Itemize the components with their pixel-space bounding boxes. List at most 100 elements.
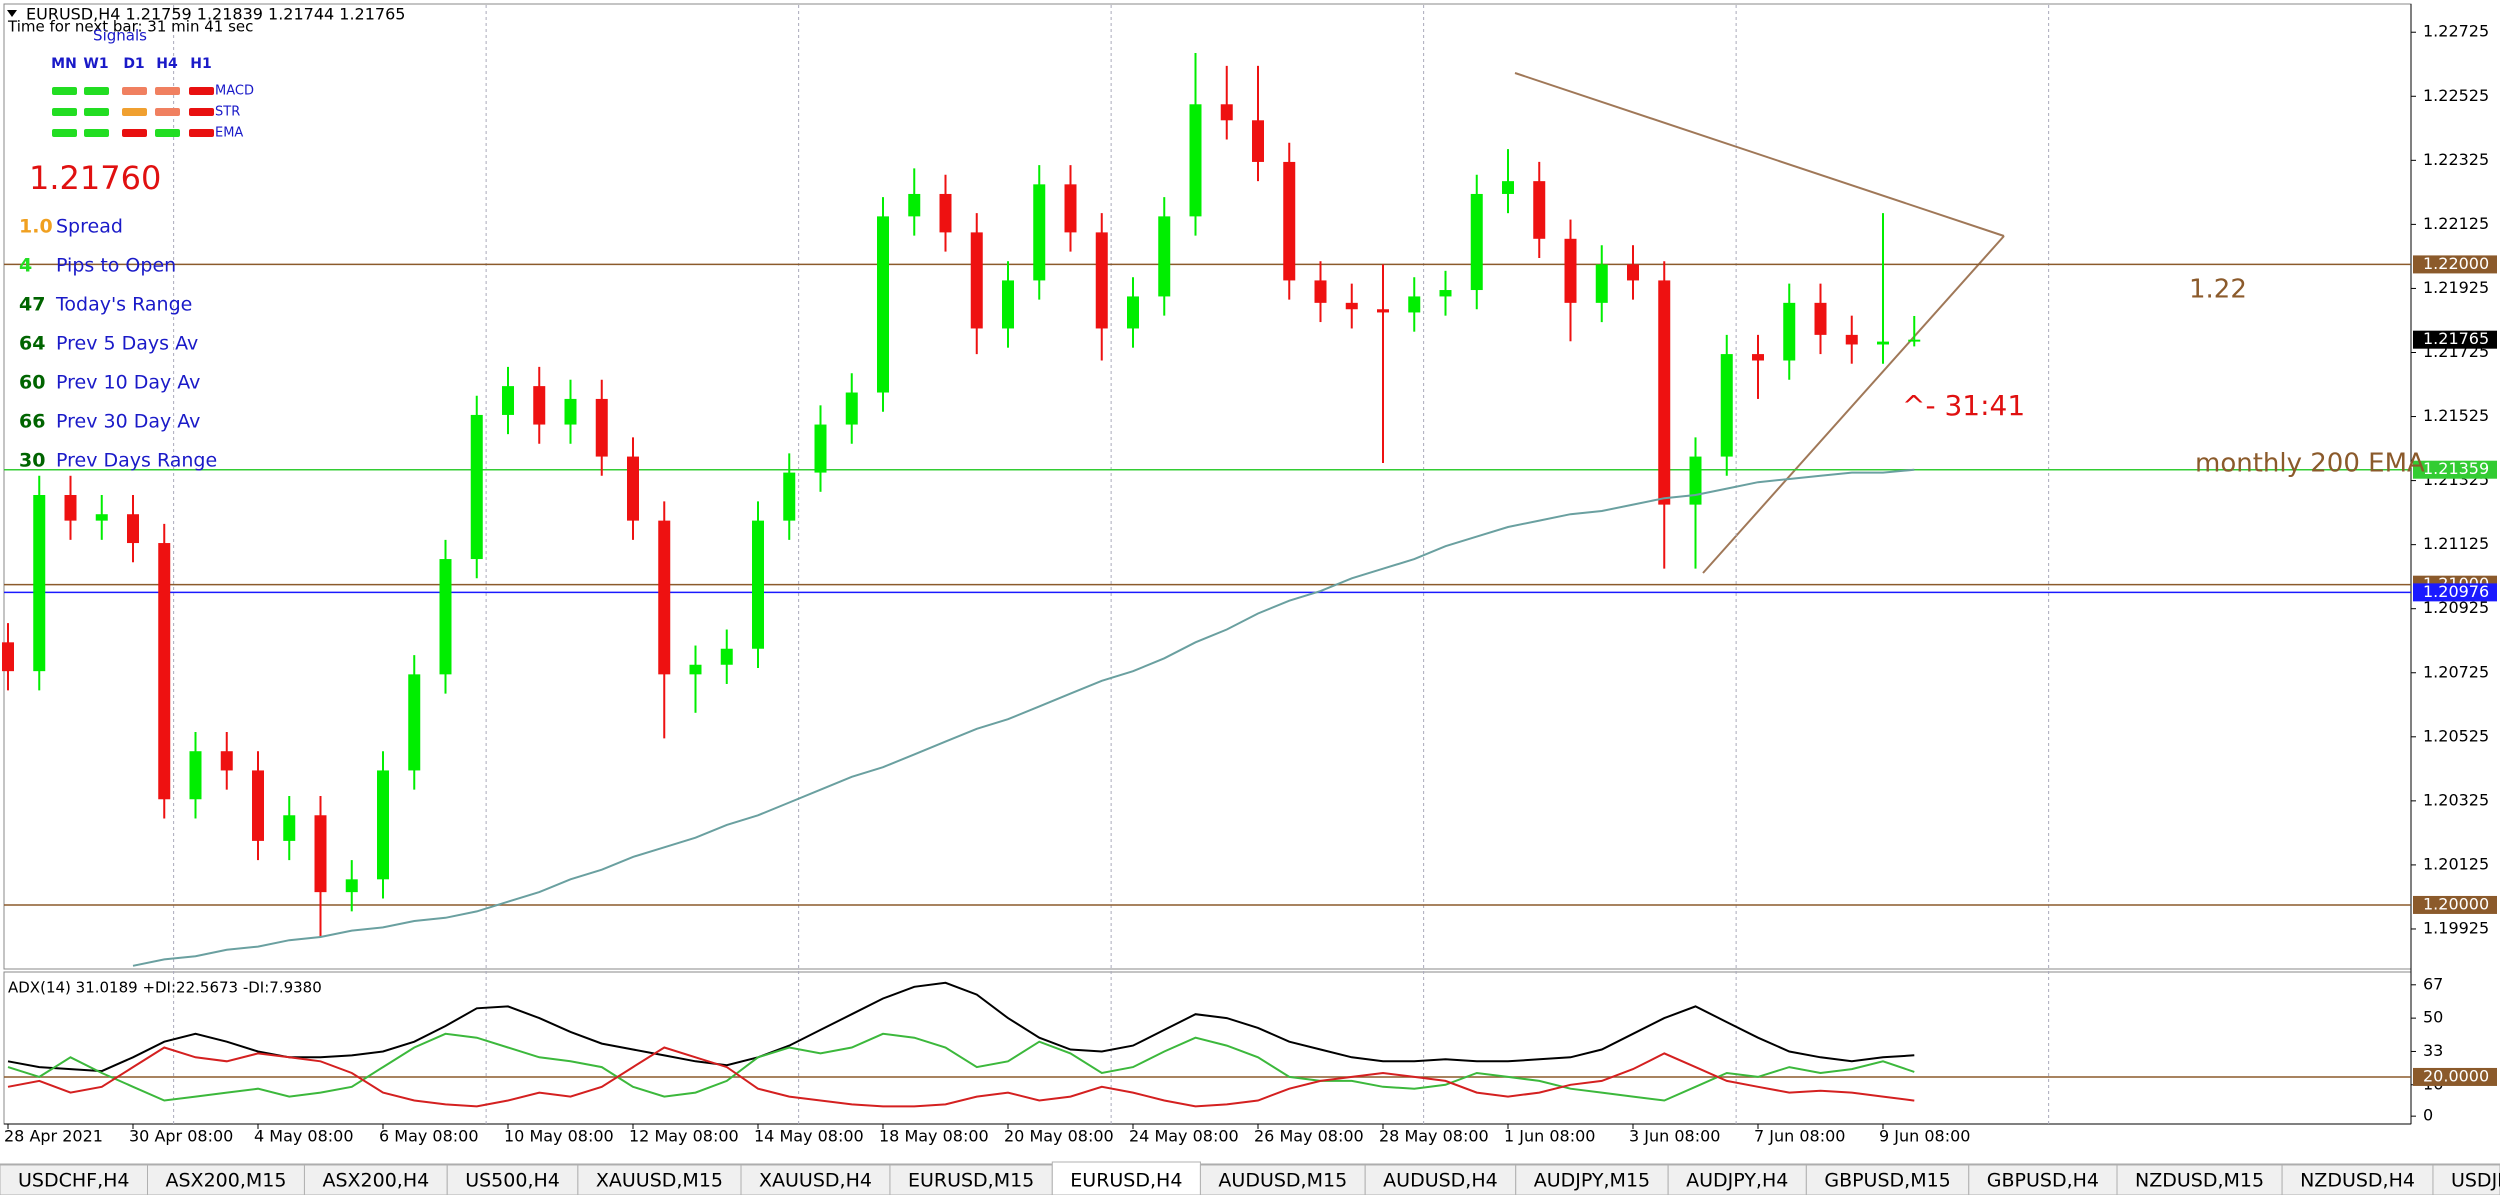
- timeframe-label: D1: [123, 56, 144, 72]
- signal-cell: [189, 87, 214, 95]
- y-tick-label: 1.22525: [2423, 86, 2489, 105]
- tab-label[interactable]: XAUUSD,H4: [759, 1170, 872, 1192]
- y-tick-label: 1.20725: [2423, 662, 2489, 681]
- candle-body: [908, 193, 921, 217]
- level-label: 1.21765: [2423, 329, 2489, 348]
- tab-label[interactable]: USDCHF,H4: [18, 1170, 130, 1192]
- tab[interactable]: [1515, 1164, 1669, 1195]
- signal-cell: [52, 129, 77, 137]
- tab-label[interactable]: ASX200,H4: [322, 1170, 429, 1192]
- level-label: 1.20976: [2423, 582, 2489, 601]
- signals-title: Signals: [93, 27, 147, 45]
- tab-label[interactable]: USDJPY,M15: [2451, 1170, 2500, 1192]
- x-tick-label: 9 Jun 08:00: [1879, 1127, 1970, 1146]
- candle-body: [502, 386, 514, 415]
- indicator-line: [7, 1046, 1915, 1108]
- tab-label[interactable]: AUDUSD,H4: [1383, 1170, 1498, 1192]
- tab[interactable]: [147, 1164, 305, 1195]
- signal-cell: [189, 108, 214, 116]
- tab-label[interactable]: ASX200,M15: [166, 1170, 287, 1192]
- tab-label[interactable]: AUDJPY,M15: [1534, 1170, 1650, 1192]
- tab-label[interactable]: XAUUSD,M15: [596, 1170, 723, 1192]
- x-tick-label: 6 May 08:00: [379, 1127, 479, 1146]
- level-label: 1.20000: [2423, 894, 2489, 913]
- tab-label[interactable]: NZDUSD,H4: [2300, 1170, 2415, 1192]
- tab-label[interactable]: EURUSD,H4: [1070, 1170, 1182, 1192]
- tab[interactable]: [1199, 1164, 1366, 1195]
- timeframe-label: H4: [156, 56, 178, 72]
- signal-cell: [155, 108, 180, 116]
- signal-cell: [52, 87, 77, 95]
- candle-body: [720, 648, 733, 665]
- indicator-label: MACD: [215, 84, 254, 99]
- candle-body: [1064, 184, 1077, 233]
- candle-body: [533, 386, 546, 425]
- y-tick-label: 1.22725: [2423, 22, 2489, 41]
- candle-body: [377, 770, 389, 880]
- signal-cell: [84, 87, 109, 95]
- tab[interactable]: [1805, 1164, 1970, 1195]
- moving-average: [132, 468, 1915, 967]
- stat-label: Prev 5 Days Av: [56, 333, 198, 355]
- stat-label: Prev 30 Day Av: [56, 411, 200, 433]
- x-tick-label: 20 May 08:00: [1004, 1127, 1114, 1146]
- signal-cell: [122, 87, 147, 95]
- candle-body: [220, 751, 233, 771]
- candle-body: [845, 392, 858, 425]
- y-tick-label: 1.21925: [2423, 278, 2489, 297]
- candle-body: [689, 664, 702, 675]
- tab-label[interactable]: AUDUSD,M15: [1218, 1170, 1347, 1192]
- tab-label[interactable]: EURUSD,M15: [908, 1170, 1034, 1192]
- candle-body: [970, 232, 983, 329]
- candle-body: [95, 514, 108, 521]
- signal-cell: [122, 108, 147, 116]
- candle-body: [1158, 216, 1171, 297]
- level-label-box: [2413, 895, 2497, 914]
- candle-body: [1595, 264, 1608, 303]
- stat-label: Prev 10 Day Av: [56, 372, 200, 394]
- level-label-box: [2413, 330, 2497, 349]
- candle-body: [1502, 181, 1514, 194]
- tab[interactable]: [303, 1164, 448, 1195]
- x-tick-label: 18 May 08:00: [879, 1127, 989, 1146]
- tab[interactable]: [1051, 1161, 1201, 1195]
- stat-value: 47: [19, 294, 45, 316]
- indicator-label: EMA: [215, 126, 243, 141]
- stat-value: 60: [19, 372, 45, 394]
- indicator-line: [7, 981, 1915, 1073]
- candle-body: [189, 751, 202, 800]
- tab-label[interactable]: AUDJPY,H4: [1686, 1170, 1788, 1192]
- candle-body: [1720, 354, 1733, 457]
- tab[interactable]: [2432, 1164, 2500, 1195]
- candle-body: [1408, 296, 1421, 313]
- tab[interactable]: [2116, 1164, 2283, 1195]
- stat-value: 1.0: [19, 216, 53, 238]
- signal-cell: [189, 129, 214, 137]
- tab[interactable]: [889, 1164, 1053, 1195]
- tab-label[interactable]: NZDUSD,M15: [2135, 1170, 2264, 1192]
- tab[interactable]: [1667, 1164, 1807, 1195]
- level-label-box: [2413, 460, 2497, 479]
- candle-body: [783, 472, 796, 521]
- tab-label[interactable]: GBPUSD,H4: [1987, 1170, 2099, 1192]
- tab-label[interactable]: GBPUSD,M15: [1824, 1170, 1950, 1192]
- tab[interactable]: [1364, 1164, 1517, 1195]
- annotation: monthly 200 EMA: [2195, 449, 2425, 479]
- candle-body: [1814, 302, 1827, 335]
- x-tick-label: 26 May 08:00: [1254, 1127, 1364, 1146]
- y-tick-label: 1.20125: [2423, 854, 2489, 873]
- x-tick-label: 3 Jun 08:00: [1629, 1127, 1720, 1146]
- candle-body: [1345, 302, 1358, 310]
- x-tick-label: 7 Jun 08:00: [1754, 1127, 1845, 1146]
- candle-body: [1752, 354, 1764, 361]
- signal-cell: [122, 129, 147, 137]
- trendline: [1702, 235, 2005, 574]
- tab-label[interactable]: US500,H4: [465, 1170, 560, 1192]
- candle-body: [127, 514, 139, 544]
- candle-body: [33, 495, 46, 672]
- candle-body: [1658, 280, 1671, 505]
- candle-body: [408, 674, 421, 771]
- tab[interactable]: [740, 1164, 891, 1195]
- timeframe-label: MN: [51, 56, 77, 72]
- candle-body: [814, 424, 827, 473]
